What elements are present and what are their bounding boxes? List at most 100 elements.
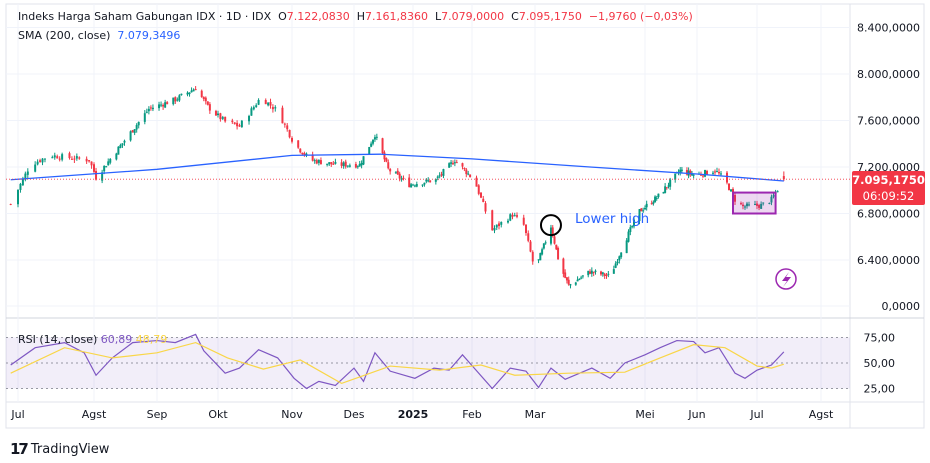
candle-body	[509, 214, 512, 221]
candle-body	[250, 108, 253, 116]
candle-body	[689, 170, 692, 175]
candle-body	[383, 152, 386, 160]
candle-body	[319, 160, 322, 165]
candle-body	[748, 204, 750, 206]
candle-body	[299, 148, 302, 153]
candle-body	[95, 171, 98, 180]
candle-body	[269, 102, 272, 106]
candle-body	[525, 224, 527, 234]
candle-body	[340, 162, 343, 166]
tradingview-logo[interactable]: 17 TradingView	[10, 440, 109, 458]
lower-high-circle	[539, 214, 562, 237]
candle-body	[93, 164, 95, 172]
candle-body	[467, 173, 470, 175]
candle-body	[434, 178, 437, 182]
candle-body	[90, 161, 93, 166]
candle-body	[690, 174, 693, 176]
candle-body	[410, 184, 413, 188]
candle-body	[143, 113, 146, 122]
price-tick-label: 0,0000	[882, 300, 921, 313]
candle-body	[421, 184, 424, 186]
candle-body	[24, 173, 27, 180]
lower-high-annotation[interactable]: Lower high	[575, 211, 650, 227]
candle-body	[21, 178, 24, 186]
candle-body	[551, 227, 554, 236]
candle-body	[252, 107, 255, 110]
candle-body	[281, 107, 284, 124]
candle-body	[601, 272, 604, 275]
time-tick-label: 2025	[398, 408, 429, 421]
sma-label[interactable]: SMA (200, close)	[18, 29, 111, 42]
candle-body	[178, 95, 181, 101]
candle-body	[746, 203, 748, 207]
candle-body	[362, 156, 365, 165]
candle-body	[219, 113, 222, 120]
candle-body	[105, 166, 108, 168]
high-value: 7.161,8360	[365, 10, 429, 23]
candle-body	[206, 101, 209, 105]
candle-body	[342, 162, 345, 167]
candle-body	[728, 183, 730, 191]
candle-body	[627, 231, 630, 242]
candle-body	[574, 282, 577, 285]
candle-body	[592, 271, 595, 273]
candle-body	[271, 107, 274, 110]
last-price-tag: 7.095,1750 06:09:52	[852, 171, 925, 205]
candle-body	[26, 171, 29, 175]
candle-body	[425, 179, 428, 182]
candle-body	[248, 116, 251, 122]
price-tick-label: 8.400,0000	[857, 22, 920, 35]
candle-body	[412, 184, 414, 186]
candle-body	[368, 146, 371, 155]
candle-body	[640, 208, 643, 212]
symbol-title[interactable]: Indeks Harga Saham Gabungan IDX · 1D · I…	[18, 10, 272, 23]
candle-body	[516, 215, 518, 217]
candle-body	[372, 139, 375, 144]
candle-body	[240, 120, 243, 128]
candle-body	[650, 203, 653, 205]
candle-body	[151, 107, 154, 110]
candle-body	[39, 160, 42, 162]
candle-body	[657, 193, 660, 198]
time-tick-label: Okt	[208, 408, 228, 421]
candle-body	[463, 168, 466, 170]
candle-body	[448, 163, 451, 168]
candle-body	[164, 102, 167, 108]
candle-body	[638, 209, 641, 222]
candle-body	[605, 274, 608, 276]
candle-body	[679, 169, 682, 174]
candle-body	[264, 100, 267, 105]
candle-body	[633, 219, 635, 227]
candle-body	[135, 125, 138, 130]
candle-body	[291, 137, 293, 142]
candle-body	[642, 210, 645, 212]
rsi-label[interactable]: RSI (14, close)	[18, 333, 98, 346]
candle-body	[590, 270, 593, 274]
candle-body	[631, 226, 634, 228]
close-label: C	[511, 10, 519, 23]
candle-body	[429, 180, 432, 183]
candle-body	[133, 129, 136, 133]
candle-body	[305, 153, 308, 155]
sma-legend: SMA (200, close) 7.079,3496	[18, 29, 180, 42]
candle-body	[662, 192, 665, 194]
rsi-tick-label: 25,00	[864, 383, 896, 396]
candle-body	[78, 157, 81, 159]
candle-body	[706, 170, 708, 175]
candle-body	[484, 203, 487, 212]
candle-body	[580, 277, 583, 279]
candle-body	[408, 177, 411, 188]
candle-body	[603, 273, 606, 276]
candle-body	[589, 271, 591, 274]
candle-body	[103, 165, 106, 172]
candle-body	[303, 153, 306, 156]
candle-body	[469, 174, 472, 178]
candle-body	[594, 270, 597, 272]
candle-body	[360, 163, 363, 166]
candle-body	[131, 130, 134, 133]
chart-frame	[5, 3, 925, 429]
candle-body	[326, 163, 329, 165]
candle-body	[373, 137, 376, 140]
